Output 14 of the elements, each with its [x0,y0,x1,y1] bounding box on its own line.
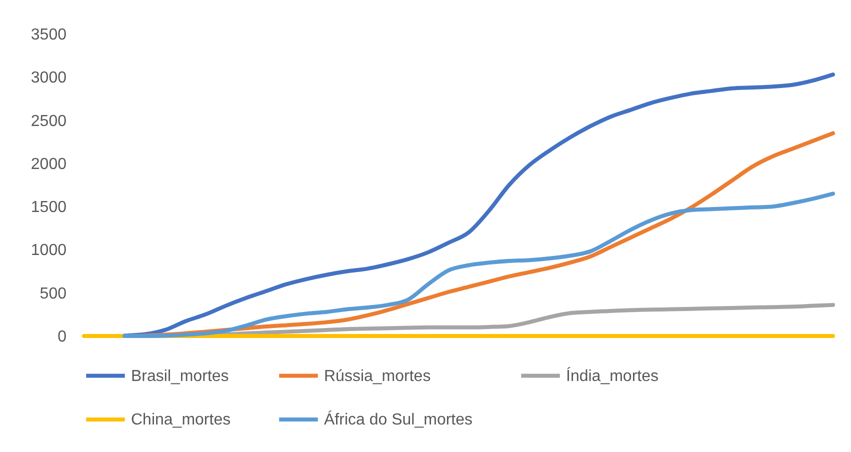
y-tick-label: 3500 [30,26,67,44]
legend-label: Rússia_mortes [324,368,431,385]
y-tick-label: 2500 [30,112,67,130]
y-tick-label: 0 [58,328,67,346]
y-tick-label: 1500 [30,199,67,216]
legend-label: Brasil_mortes [131,368,229,385]
legend-label: Índia_mortes [566,366,658,385]
y-tick-label: 500 [40,285,67,302]
y-tick-label: 1000 [30,242,67,260]
y-tick-label: 2000 [30,156,67,173]
y-tick-label: 3000 [30,70,67,87]
legend-label: África do Sul_mortes [324,410,473,428]
legend-label: China_mortes [131,412,231,428]
line-series [122,192,835,338]
